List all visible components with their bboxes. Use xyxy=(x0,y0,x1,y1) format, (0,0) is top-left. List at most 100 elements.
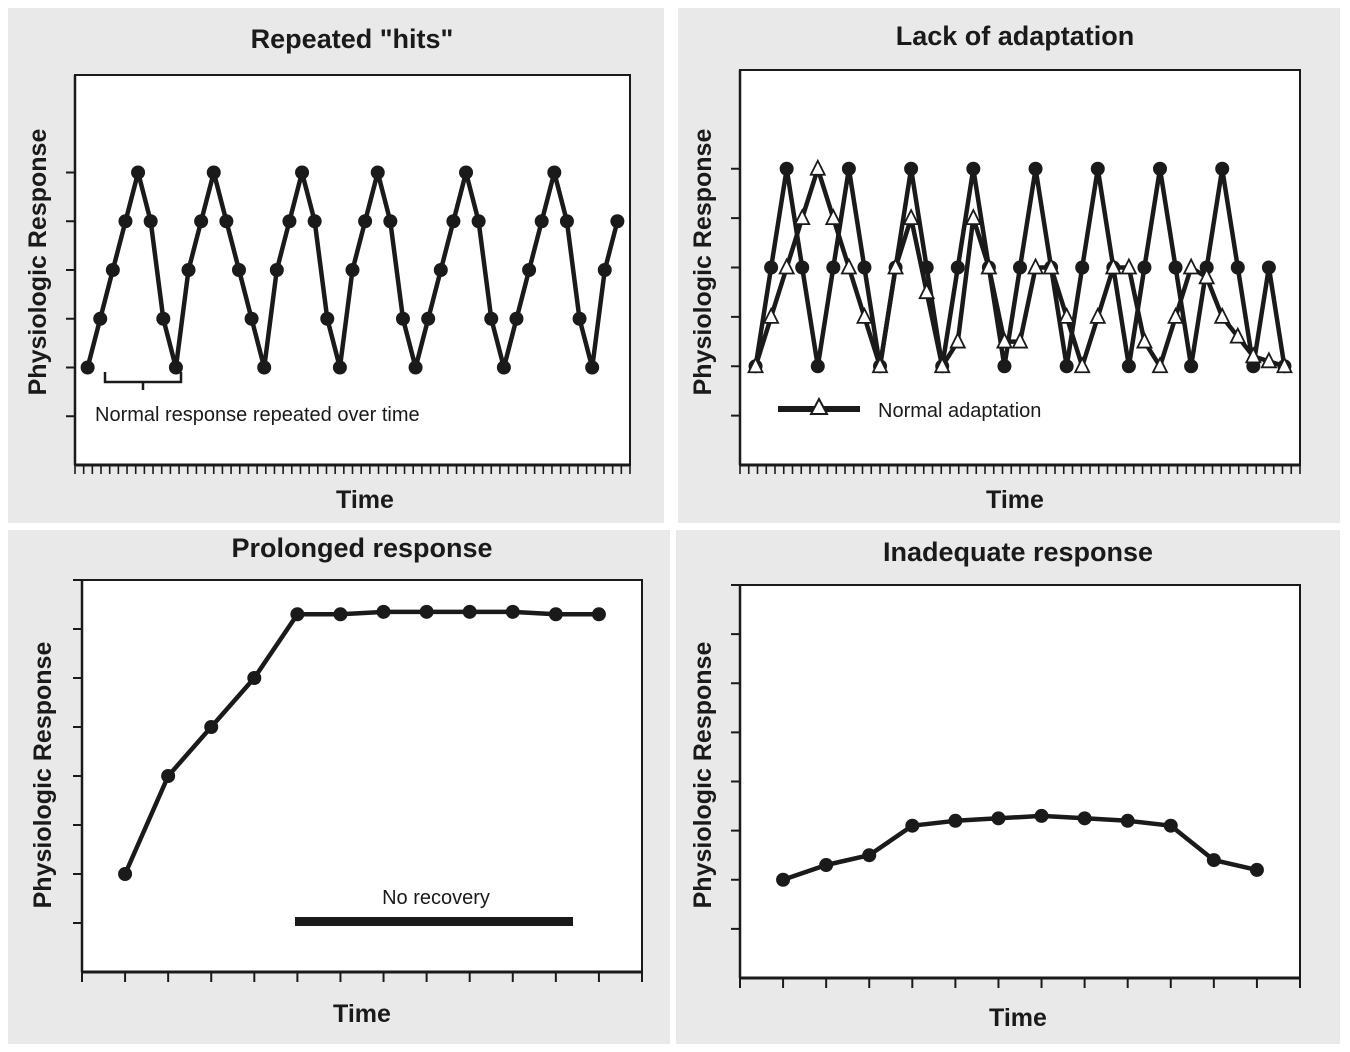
data-point-triangle xyxy=(1073,356,1091,374)
data-point xyxy=(204,720,219,734)
data-point-triangle xyxy=(949,331,967,349)
data-point-triangle xyxy=(1260,351,1278,369)
chart-title: Repeated "hits" xyxy=(251,24,454,54)
legend-label: Normal adaptation xyxy=(878,400,1041,422)
x-axis-title: Time xyxy=(986,486,1044,514)
data-point-triangle xyxy=(1135,331,1153,349)
x-axis-title: Time xyxy=(989,1004,1047,1032)
data-point xyxy=(819,858,834,873)
panel-lack-of-adaptation: Lack of adaptation Time Physiologic Resp… xyxy=(678,8,1340,523)
data-point xyxy=(496,360,511,375)
data-point-triangle xyxy=(1027,257,1045,275)
axes xyxy=(731,69,1301,474)
data-point xyxy=(433,263,448,277)
plot-area xyxy=(740,585,1300,978)
data-point xyxy=(446,214,461,229)
data-point xyxy=(383,214,398,229)
data-point xyxy=(841,161,856,176)
data-point xyxy=(320,311,335,326)
data-point xyxy=(408,360,423,375)
data-point-triangle xyxy=(1167,306,1185,324)
data-point xyxy=(776,872,791,887)
data-point-triangle xyxy=(1275,356,1293,374)
data-point xyxy=(206,165,221,180)
data-point xyxy=(462,604,477,619)
data-point xyxy=(1121,359,1136,374)
data-point-triangle xyxy=(1058,306,1076,324)
data-point xyxy=(1184,359,1199,374)
data-point xyxy=(862,848,877,863)
axes xyxy=(731,584,1301,988)
series-layer xyxy=(747,158,1293,374)
data-point xyxy=(194,214,209,229)
annotation-bracket xyxy=(103,372,183,390)
chart-title: Prolonged response xyxy=(231,533,492,563)
data-point-triangle xyxy=(933,356,951,374)
data-point-triangle xyxy=(747,356,765,374)
annotation-text: Normal response repeated over time xyxy=(95,404,420,426)
data-point xyxy=(333,607,348,622)
data-point xyxy=(795,260,810,275)
data-point xyxy=(1137,260,1152,275)
data-point xyxy=(181,263,196,277)
data-point xyxy=(1075,260,1090,275)
data-point xyxy=(168,360,183,375)
data-point xyxy=(219,214,234,229)
axes xyxy=(66,74,631,474)
data-point xyxy=(1090,161,1105,176)
data-point xyxy=(459,165,474,180)
data-point-triangle xyxy=(1244,346,1262,364)
data-point-triangle xyxy=(840,257,858,275)
data-point xyxy=(591,607,606,622)
chart-title: Lack of adaptation xyxy=(896,21,1135,51)
data-point xyxy=(231,263,246,277)
data-point xyxy=(1215,161,1230,176)
data-point xyxy=(997,359,1012,374)
data-point xyxy=(370,165,385,180)
axes xyxy=(73,579,643,982)
data-point xyxy=(572,311,587,326)
data-point xyxy=(484,311,499,326)
data-point xyxy=(505,604,520,619)
data-point xyxy=(395,311,410,326)
data-point-triangle xyxy=(1104,257,1122,275)
data-point xyxy=(597,263,612,277)
data-point xyxy=(522,263,537,277)
data-point-triangle xyxy=(762,306,780,324)
data-point-triangle xyxy=(918,282,936,300)
data-point xyxy=(905,818,920,833)
data-point xyxy=(156,311,171,326)
data-point-triangle xyxy=(1011,331,1029,349)
data-point xyxy=(131,165,146,180)
data-point-triangle xyxy=(995,331,1013,349)
data-point-triangle xyxy=(809,158,827,176)
data-point xyxy=(247,671,262,685)
data-point-triangle xyxy=(1120,257,1138,275)
data-point xyxy=(826,260,841,275)
data-point xyxy=(1077,811,1092,826)
data-point xyxy=(269,263,284,277)
data-point-triangle xyxy=(1182,257,1200,275)
series-0-line xyxy=(123,609,599,875)
data-point xyxy=(244,311,259,326)
data-point-triangle xyxy=(824,208,842,226)
panel-repeated-hits: Repeated "hits" Time Physiologic Respons… xyxy=(8,8,664,523)
data-point xyxy=(93,311,108,326)
no-recovery-bar xyxy=(295,917,573,926)
y-axis-title: Physiologic Response xyxy=(24,129,52,396)
data-point xyxy=(1230,260,1245,275)
series-layer xyxy=(776,808,1264,887)
annotation-text: No recovery xyxy=(382,887,490,909)
data-point-triangle xyxy=(871,356,889,374)
data-point xyxy=(118,214,133,229)
data-point xyxy=(559,214,574,229)
data-point xyxy=(358,214,373,229)
data-point-triangle xyxy=(1042,257,1060,275)
data-point-triangle xyxy=(1229,326,1247,344)
y-axis-title: Physiologic Response xyxy=(689,642,717,909)
chart-title: Inadequate response xyxy=(883,537,1153,567)
data-point xyxy=(950,260,965,275)
data-point xyxy=(295,165,310,180)
data-point xyxy=(534,214,549,229)
